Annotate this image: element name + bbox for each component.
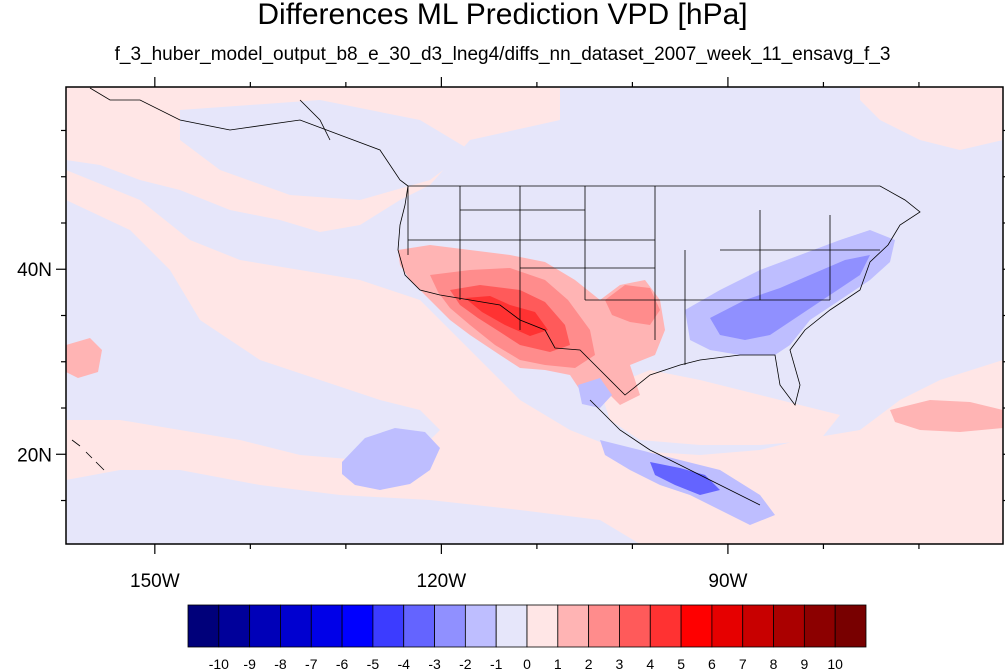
colorbar-label: 5 <box>677 656 685 672</box>
colorbar-swatch <box>773 604 805 648</box>
colorbar-label: -9 <box>243 656 256 672</box>
lon-tick-label: 150W <box>130 571 180 592</box>
colorbar-label: -8 <box>274 656 287 672</box>
colorbar-swatch <box>680 604 713 648</box>
colorbar-swatch <box>341 604 374 648</box>
colorbar-label: 6 <box>708 656 716 672</box>
colorbar-label: -7 <box>305 656 318 672</box>
colorbar-swatch <box>649 604 682 648</box>
positive-patch-atlantic-east <box>890 400 1003 432</box>
colorbar-swatch <box>310 604 343 648</box>
positive-anomaly-southwest-peak <box>465 296 548 336</box>
colorbar-label: -1 <box>490 656 503 672</box>
negative-region-north <box>180 100 470 200</box>
colorbar-swatch <box>218 604 251 648</box>
positive-region-north-atlantic <box>860 87 1003 150</box>
lat-tick-label: 20N <box>17 445 52 466</box>
coastline-and-borders <box>71 87 921 506</box>
colorbar-label: 8 <box>770 656 778 672</box>
colorbar-swatch <box>495 604 528 648</box>
positive-patch-hawaii-east <box>66 338 102 378</box>
colorbar-label: 3 <box>616 656 624 672</box>
negative-region-central-pacific <box>66 200 440 460</box>
positive-anomaly-texas <box>605 285 660 325</box>
colorbar-label: -4 <box>398 656 411 672</box>
colorbar-label: -3 <box>428 656 441 672</box>
difference-field <box>66 87 1003 544</box>
colorbar-swatch <box>187 604 220 648</box>
colorbar-swatch <box>434 604 466 648</box>
colorbar-label: -2 <box>459 656 472 672</box>
plot-subtitle: f_3_huber_model_output_b8_e_30_d3_lneg4/… <box>114 44 891 65</box>
colorbar-swatch <box>588 604 620 648</box>
colorbar-label: -10 <box>209 656 229 672</box>
colorbar-swatch <box>742 604 774 648</box>
negative-anomaly-central-pacific-patch <box>342 428 440 490</box>
colorbar-swatch <box>526 604 559 648</box>
colorbar-swatch <box>249 604 281 648</box>
colorbar-swatch <box>372 604 405 648</box>
negative-anomaly-mexico-gulf <box>578 378 612 408</box>
lon-tick-label: 90W <box>708 571 747 592</box>
colorbar-swatch <box>403 604 435 648</box>
lat-tick-label: 40N <box>17 260 52 281</box>
colorbar-label: -6 <box>336 656 349 672</box>
colorbar: -10 -9 -8 -7 -6 -5 -4 -3 -2 -1 0 1 2 3 4 5 6 7 8 9 10 <box>187 604 867 672</box>
colorbar-swatch <box>619 604 651 648</box>
colorbar-label: 1 <box>554 656 562 672</box>
colorbar-label: 9 <box>800 656 808 672</box>
plot-title: Differences ML Prediction VPD [hPa] <box>257 0 748 31</box>
colorbar-label: 10 <box>827 656 843 672</box>
colorbar-swatch <box>711 604 744 648</box>
axis-labels: 150W 120W 90W 40N 20N <box>17 260 747 592</box>
colorbar-label: 7 <box>739 656 747 672</box>
colorbar-label: 0 <box>523 656 531 672</box>
positive-region-gulf <box>600 370 840 445</box>
colorbar-swatch <box>280 604 312 648</box>
colorbar-swatch <box>464 604 497 648</box>
colorbar-swatch <box>803 604 836 648</box>
negative-anomaly-central-america-core <box>650 462 720 495</box>
lon-tick-label: 120W <box>417 571 467 592</box>
colorbar-swatch <box>834 604 867 648</box>
axis-ticks <box>56 77 1005 554</box>
colorbar-label: 2 <box>585 656 593 672</box>
colorbar-label: 4 <box>646 656 654 672</box>
colorbar-label: -5 <box>367 656 380 672</box>
colorbar-swatch <box>557 604 590 648</box>
